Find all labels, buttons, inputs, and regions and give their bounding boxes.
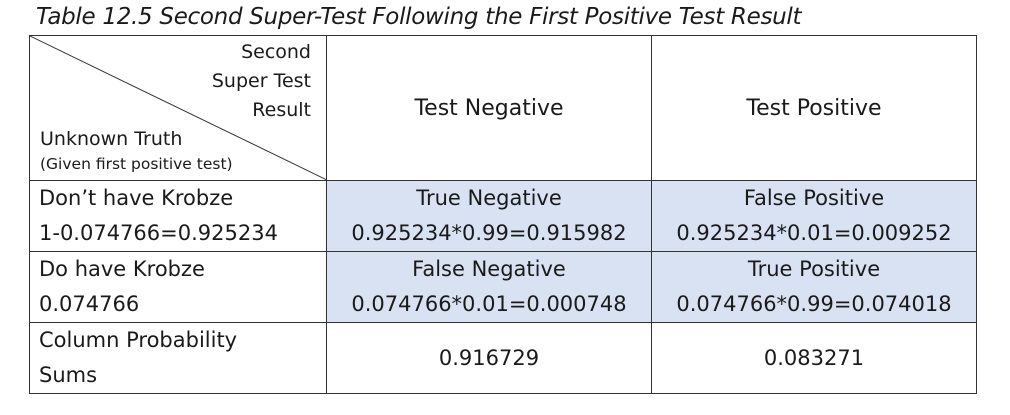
row-header-sums: Column Probability Sums <box>29 322 327 394</box>
cell-false-positive: False Positive 0.925234*0.01=0.009252 <box>651 180 977 252</box>
cell-true-positive: True Positive 0.074766*0.99=0.074018 <box>651 251 977 323</box>
column-header-test-positive: Test Positive <box>651 35 977 181</box>
table-row: Don’t have Krobze 1-0.074766=0.925234 Tr… <box>29 180 977 252</box>
corner-top-label: Second Super Test Result <box>211 41 311 121</box>
corner-cell: Second Super Test Result Unknown Truth (… <box>29 35 327 181</box>
cell-true-negative: True Negative 0.925234*0.99=0.915982 <box>326 180 652 252</box>
row-header-do-have: Do have Krobze 0.074766 <box>29 251 327 323</box>
sums-row: Column Probability Sums 0.916729 0.08327… <box>29 322 977 394</box>
sum-test-negative: 0.916729 <box>326 322 652 394</box>
diagonal-divider <box>30 36 327 180</box>
table-caption: Table 12.5 Second Super-Test Following t… <box>36 4 802 30</box>
header-row: Second Super Test Result Unknown Truth (… <box>29 35 977 181</box>
probability-table: Second Super Test Result Unknown Truth (… <box>29 35 977 394</box>
sum-test-positive: 0.083271 <box>651 322 977 394</box>
corner-bottom-label: Unknown Truth (Given first positive test… <box>40 128 233 173</box>
column-header-test-negative: Test Negative <box>326 35 652 181</box>
row-header-dont-have: Don’t have Krobze 1-0.074766=0.925234 <box>29 180 327 252</box>
table-row: Do have Krobze 0.074766 False Negative 0… <box>29 251 977 323</box>
cell-false-negative: False Negative 0.074766*0.01=0.000748 <box>326 251 652 323</box>
